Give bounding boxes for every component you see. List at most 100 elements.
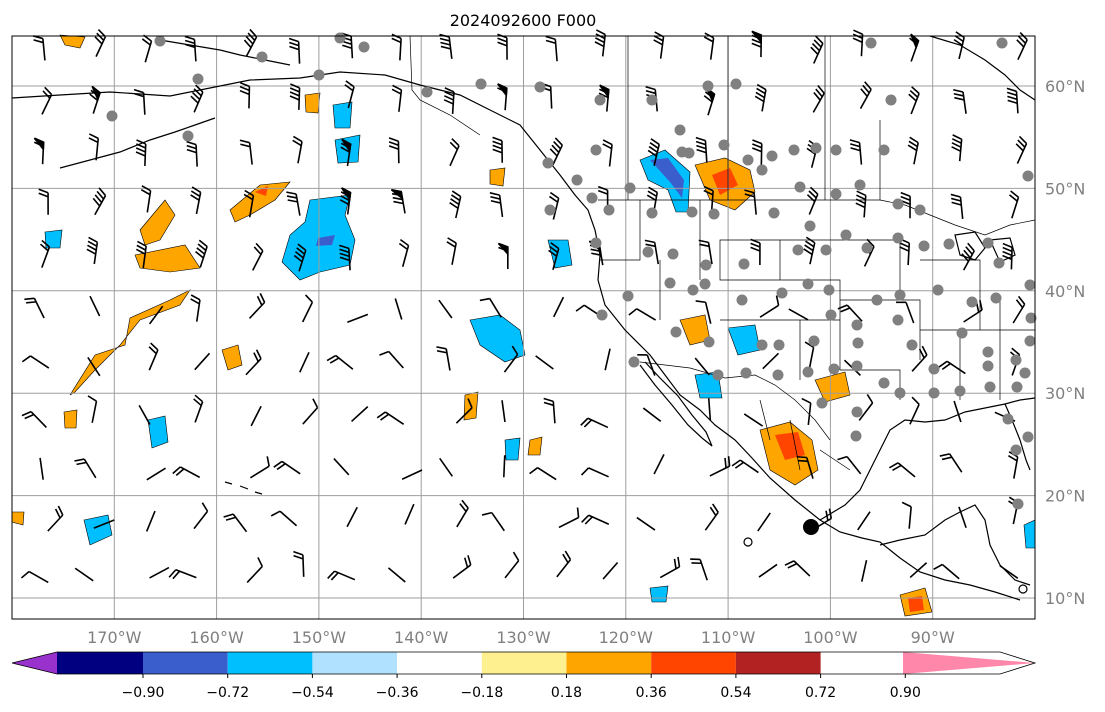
positive-anomaly-region (139, 199, 176, 246)
wind-barb (806, 186, 819, 215)
station-dot (708, 208, 720, 220)
station-dot (1011, 381, 1023, 393)
north-america-coastline (11, 71, 1021, 601)
station-dot (670, 326, 682, 338)
wind-barb (1016, 31, 1028, 60)
wind-barb (243, 28, 258, 57)
wind-barb (933, 563, 960, 580)
station-dot (590, 144, 602, 156)
negative-anomaly-region (639, 149, 691, 213)
station-dot (358, 41, 370, 53)
wind-barb (135, 240, 147, 269)
wind-barb (390, 188, 406, 214)
colorbar-tick-label: 0.54 (720, 685, 751, 701)
station-dot (878, 377, 890, 389)
wind-barb (953, 400, 962, 423)
wind-barb (186, 140, 198, 167)
wind-barb (860, 560, 868, 582)
wind-barb (327, 570, 356, 581)
wind-barb (439, 457, 453, 477)
wind-barb (20, 570, 49, 584)
wind-barb (388, 137, 400, 164)
positive-anomaly-region (489, 167, 506, 187)
canada-provinces (627, 36, 881, 200)
station-dot (914, 204, 926, 216)
station-dot (154, 35, 166, 47)
wind-barb (456, 499, 469, 528)
wind-barb (87, 356, 101, 377)
longitude-labels: 170°W 160°W 150°W 140°W 130°W 120°W 110°W 100°W… (87, 628, 955, 647)
wind-barb (642, 407, 662, 423)
wind-barb (950, 193, 964, 220)
wind-barb (939, 453, 963, 473)
baja-california-coastline (639, 361, 713, 447)
station-dot (885, 94, 897, 106)
negative-anomaly-region (332, 101, 353, 129)
station-dot (646, 207, 658, 219)
alaska-inner-coast (159, 39, 291, 66)
wind-barb (339, 187, 352, 215)
station-dot (594, 94, 606, 106)
wind-barb (896, 301, 915, 324)
station-dot (932, 284, 944, 296)
longitude-label: 90°W (911, 628, 955, 647)
station-dot (802, 278, 814, 290)
colorbar-tick-label: 0.36 (636, 685, 667, 701)
station-dot (878, 144, 890, 156)
wind-barb (387, 567, 406, 583)
station-dot (906, 339, 918, 351)
wind-barb (243, 189, 255, 218)
wind-barb (604, 348, 611, 371)
wind-barb (647, 138, 660, 166)
wind-barb (703, 32, 715, 60)
wind-barb (909, 33, 920, 62)
wind-barb (858, 393, 874, 421)
wind-barb (695, 136, 708, 163)
station-dot (820, 244, 832, 256)
wind-barb (751, 139, 763, 166)
wind-barb (135, 139, 147, 166)
station-dot (1010, 354, 1022, 366)
wind-barb (1008, 190, 1020, 219)
station-dot (718, 139, 730, 151)
longitude-label: 110°W (701, 628, 756, 647)
colorbar (11, 651, 1037, 678)
station-dot (571, 174, 583, 186)
station-dot (865, 37, 877, 49)
wind-barb (340, 138, 352, 167)
wind-barb (250, 456, 270, 479)
station-dot (624, 182, 636, 194)
great-lakes (954, 231, 1016, 263)
colorbar-outline (11, 651, 1037, 675)
wind-barb (449, 190, 462, 219)
wind-barb (857, 511, 871, 531)
wind-barb (698, 239, 713, 265)
station-dot (840, 229, 852, 241)
wind-barb (549, 137, 564, 166)
wind-barb (21, 410, 47, 428)
wind-barb (953, 31, 965, 60)
wind-barb (911, 345, 928, 372)
wind-barb (695, 300, 712, 324)
wind-barb (270, 510, 298, 527)
station-dot (851, 406, 863, 418)
positive-anomaly-region (63, 409, 78, 429)
wind-barb (810, 35, 824, 64)
wind-barb (299, 351, 310, 373)
station-dot (956, 327, 968, 339)
wind-barb (250, 405, 262, 427)
longitude-label: 150°W (292, 628, 347, 647)
station-dot (792, 244, 804, 256)
station-dot (1022, 170, 1034, 182)
station-dot (687, 284, 699, 296)
wind-barb (286, 191, 301, 216)
wind-barb (438, 299, 453, 319)
colorbar-segment (566, 652, 652, 674)
wind-barb (859, 81, 872, 109)
wind-barb (239, 139, 253, 165)
wind-barb (594, 29, 607, 57)
station-dot (1010, 444, 1022, 456)
wind-barb (694, 357, 710, 376)
station-dot (703, 336, 715, 348)
